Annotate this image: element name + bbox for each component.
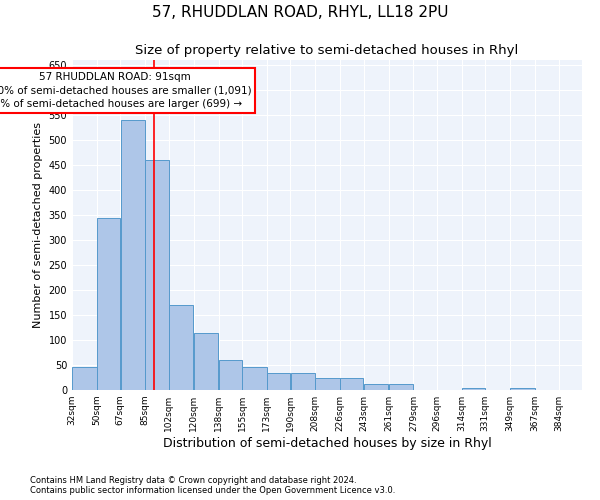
- Bar: [511, 388, 535, 390]
- Bar: [121, 120, 145, 390]
- Y-axis label: Number of semi-detached properties: Number of semi-detached properties: [33, 122, 43, 328]
- Bar: [364, 384, 388, 390]
- Bar: [219, 360, 242, 390]
- Bar: [340, 378, 364, 390]
- Bar: [72, 366, 97, 390]
- Text: 57 RHUDDLAN ROAD: 91sqm
← 60% of semi-detached houses are smaller (1,091)
38% of: 57 RHUDDLAN ROAD: 91sqm ← 60% of semi-de…: [0, 72, 251, 109]
- Bar: [194, 332, 218, 390]
- Text: Contains HM Land Registry data © Crown copyright and database right 2024.
Contai: Contains HM Land Registry data © Crown c…: [30, 476, 395, 495]
- Bar: [462, 388, 485, 390]
- X-axis label: Distribution of semi-detached houses by size in Rhyl: Distribution of semi-detached houses by …: [163, 437, 491, 450]
- Bar: [316, 378, 340, 390]
- Bar: [97, 218, 120, 390]
- Bar: [389, 384, 413, 390]
- Bar: [290, 372, 315, 390]
- Text: 57, RHUDDLAN ROAD, RHYL, LL18 2PU: 57, RHUDDLAN ROAD, RHYL, LL18 2PU: [152, 5, 448, 20]
- Bar: [169, 305, 193, 390]
- Bar: [242, 366, 266, 390]
- Bar: [145, 160, 169, 390]
- Bar: [267, 372, 290, 390]
- Title: Size of property relative to semi-detached houses in Rhyl: Size of property relative to semi-detach…: [136, 44, 518, 58]
